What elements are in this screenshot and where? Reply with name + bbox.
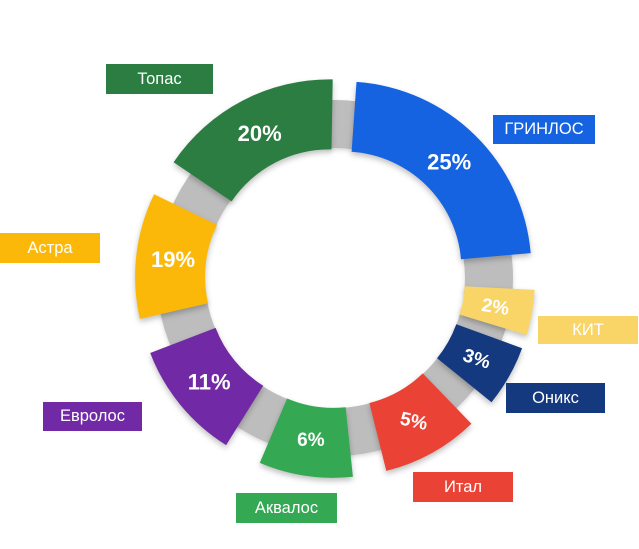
legend-tag: Евролос <box>43 402 142 431</box>
legend-tag-label: ГРИНЛОС <box>504 120 584 139</box>
donut-segment <box>135 194 217 319</box>
legend-tag-label: Астра <box>27 238 73 257</box>
donut-segment <box>259 398 353 478</box>
donut-segment <box>173 79 333 202</box>
legend-tag: Топас <box>106 64 213 94</box>
segment-value-label: 19% <box>151 247 195 272</box>
segment-value-label: 2% <box>480 295 511 320</box>
segment-value-label: 11% <box>188 369 231 394</box>
legend-tag: ГРИНЛОС <box>493 115 595 144</box>
legend-tag: Астра <box>0 233 100 263</box>
legend-tag-label: Аквалос <box>254 498 319 517</box>
donut-segment <box>459 286 535 335</box>
legend-tag-label: Оникс <box>532 388 579 407</box>
legend-tag: Итал <box>413 472 513 502</box>
segment-value-label: 6% <box>297 430 325 451</box>
donut-segment <box>351 81 531 260</box>
legend-tag-label: Топас <box>137 69 182 88</box>
segment-connector <box>325 99 360 150</box>
donut-segment <box>437 324 523 403</box>
legend-tag-label: Итал <box>443 477 483 496</box>
legend-tag: Оникс <box>506 383 605 413</box>
donut-segment <box>150 327 264 446</box>
segment-value-label: 20% <box>238 121 282 146</box>
segment-connector <box>418 352 481 415</box>
segment-value-label: 25% <box>427 149 471 174</box>
legend-tag-label: Евролос <box>59 407 125 426</box>
legend-tag: КИТ <box>538 316 638 344</box>
donut-segment <box>369 373 472 471</box>
legend-tag-label: КИТ <box>572 320 604 339</box>
legend-tag: Аквалос <box>236 493 337 523</box>
